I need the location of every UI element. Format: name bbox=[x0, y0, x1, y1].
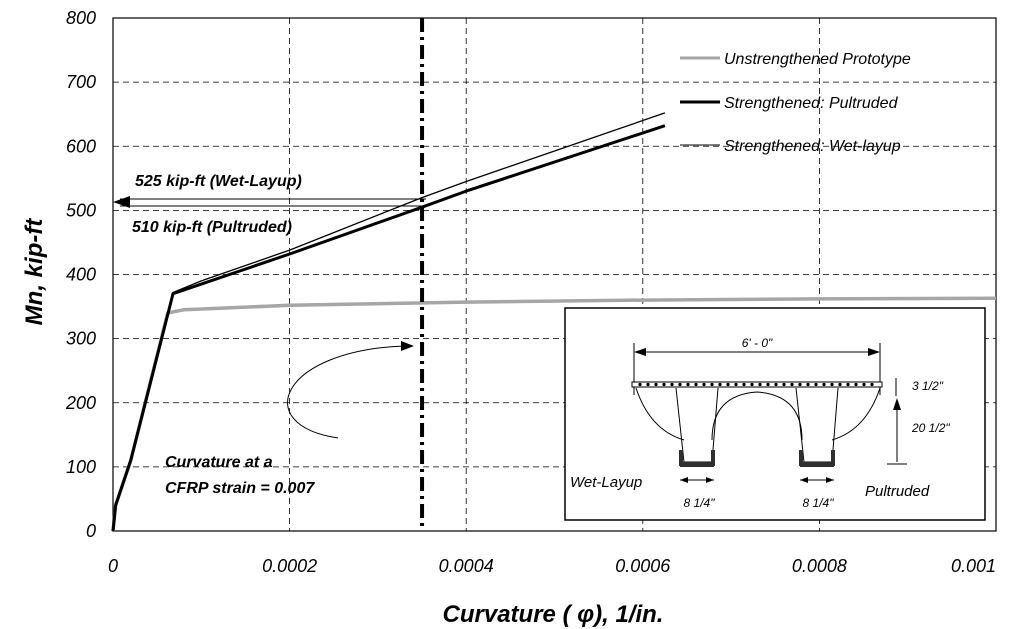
series-wet-layup-line bbox=[112, 112, 666, 532]
y-tick-label: 100 bbox=[66, 457, 96, 477]
rebar-dot bbox=[718, 382, 722, 387]
rebar-dot bbox=[726, 382, 730, 387]
legend-label-wet-layup: Strengthened: Wet-layup bbox=[724, 138, 901, 155]
rebar-dot bbox=[750, 382, 754, 387]
rebar-dot bbox=[782, 382, 786, 387]
rebar-dot bbox=[806, 382, 810, 387]
arch-left-overhang bbox=[635, 387, 685, 441]
rebar-dot bbox=[814, 382, 818, 387]
left-stem-cfrp-side-r bbox=[711, 450, 715, 466]
left-stem-dim-arrow-l bbox=[680, 477, 688, 483]
rebar-dot bbox=[646, 382, 650, 387]
rebar-dot bbox=[766, 382, 770, 387]
legend: Unstrengthened Prototype Strengthened: P… bbox=[680, 51, 911, 155]
left-stem-cfrp-side-l bbox=[679, 450, 683, 466]
slab-rebars bbox=[638, 382, 874, 387]
y-tick-label: 0 bbox=[86, 521, 96, 541]
rebar-dot bbox=[838, 382, 842, 387]
rebar-dot bbox=[654, 382, 658, 387]
depth-dim-arrow-top bbox=[893, 398, 901, 410]
rebar-dot bbox=[790, 382, 794, 387]
left-stem-dim-arrow-r bbox=[706, 477, 714, 483]
rebar-dot bbox=[870, 382, 874, 387]
rebar-dot bbox=[678, 382, 682, 387]
curvature-note-arrowhead bbox=[401, 341, 414, 351]
moment-arrows bbox=[113, 196, 426, 208]
inset-caption-pultruded: Pultruded bbox=[865, 483, 930, 500]
x-tick-label: 0.0004 bbox=[439, 556, 494, 576]
width-dim-arrow-right bbox=[868, 348, 880, 356]
plot-frame bbox=[112, 17, 997, 532]
rebar-dot bbox=[862, 382, 866, 387]
rebar-dot bbox=[822, 382, 826, 387]
width-dim-arrow-left bbox=[634, 348, 646, 356]
rebar-dot bbox=[854, 382, 858, 387]
rebar-dot bbox=[702, 382, 706, 387]
right-stem-dim-arrow-l bbox=[800, 477, 808, 483]
rebar-dot bbox=[710, 382, 714, 387]
rebar-dot bbox=[734, 382, 738, 387]
rebar-dot bbox=[742, 382, 746, 387]
right-stem-cfrp-side-l bbox=[799, 450, 803, 466]
rebar-dot bbox=[758, 382, 762, 387]
right-stem-cfrp-side-r bbox=[831, 450, 835, 466]
inset-frame bbox=[564, 307, 986, 521]
curvature-note-arrow bbox=[287, 345, 406, 439]
rebar-dot bbox=[846, 382, 850, 387]
inset-cross-section: 6' - 0" 3 1/2" 20 1/2" 8 1/4" 8 1 bbox=[564, 307, 986, 521]
width-dim-label: 6' - 0" bbox=[742, 336, 773, 350]
legend-label-unstrengthened: Unstrengthened Prototype bbox=[724, 51, 911, 68]
y-tick-label: 200 bbox=[65, 393, 96, 413]
wet-layup-moment-label: 525 kip-ft (Wet-Layup) bbox=[135, 173, 302, 190]
series-layer bbox=[111, 112, 997, 532]
x-axis-title: Curvature ( φ), 1/in. bbox=[443, 601, 664, 628]
inset-caption-wet-layup: Wet-Layup bbox=[570, 474, 642, 491]
right-stem-dim-arrow-r bbox=[826, 477, 834, 483]
x-tick-label: 0 bbox=[108, 556, 118, 576]
moment-arrowhead bbox=[113, 196, 130, 208]
rebar-dot bbox=[798, 382, 802, 387]
left-stem-dim-label: 8 1/4" bbox=[684, 496, 716, 510]
y-tick-label: 500 bbox=[66, 200, 96, 220]
x-tick-label: 0.0002 bbox=[262, 556, 317, 576]
rebar-dot bbox=[774, 382, 778, 387]
rebar-dot bbox=[694, 382, 698, 387]
depth-dim-label: 20 1/2" bbox=[911, 421, 950, 435]
rebar-dot bbox=[830, 382, 834, 387]
rebar-dot bbox=[670, 382, 674, 387]
right-stem-cfrp-bottom bbox=[800, 462, 834, 467]
slab-dim-label: 3 1/2" bbox=[912, 379, 944, 393]
x-tick-label: 0.0008 bbox=[792, 556, 847, 576]
rebar-dot bbox=[638, 382, 642, 387]
rebar-dot bbox=[662, 382, 666, 387]
y-tick-label: 400 bbox=[66, 265, 96, 285]
y-tick-label: 800 bbox=[66, 8, 96, 28]
rebar-dot bbox=[686, 382, 690, 387]
pultruded-moment-label: 510 kip-ft (Pultruded) bbox=[132, 219, 292, 236]
tick-labels: 0 100 200 300 400 500 600 700 800 0 0.0002 0.0004 0.… bbox=[65, 8, 996, 576]
y-tick-label: 600 bbox=[66, 136, 96, 156]
deck-slab bbox=[631, 381, 883, 388]
curvature-note-line2: CFRP strain = 0.007 bbox=[165, 480, 315, 497]
y-axis-title: Mn, kip-ft bbox=[21, 218, 48, 326]
x-tick-label: 0.001 bbox=[951, 556, 996, 576]
right-stem-dim-label: 8 1/4" bbox=[803, 496, 835, 510]
arch-right-overhang bbox=[831, 387, 881, 441]
plot-border bbox=[112, 17, 997, 532]
left-stem-cfrp-bottom bbox=[680, 462, 714, 467]
y-tick-label: 300 bbox=[66, 329, 96, 349]
y-tick-label: 700 bbox=[66, 72, 96, 92]
curvature-note-line1: Curvature at a bbox=[165, 454, 273, 471]
legend-label-pultruded: Strengthened: Pultruded bbox=[724, 95, 899, 112]
x-tick-label: 0.0006 bbox=[615, 556, 671, 576]
